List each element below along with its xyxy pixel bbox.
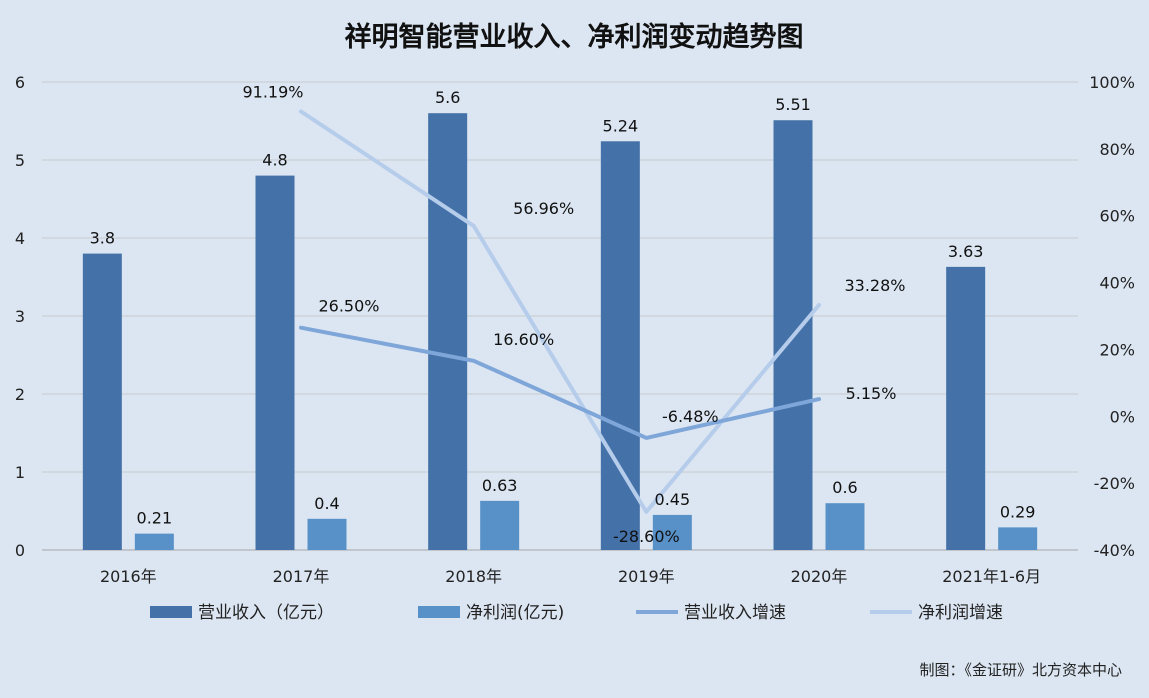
- left-tick-label: 1: [15, 463, 25, 482]
- bar-net-profit: [652, 514, 692, 550]
- bar-value-label: 0.6: [832, 478, 857, 497]
- right-tick-label: 80%: [1099, 140, 1135, 159]
- bar-value-label: 0.21: [137, 509, 173, 528]
- left-tick-label: 5: [15, 151, 25, 170]
- chart-title: 祥明智能营业收入、净利润变动趋势图: [345, 21, 804, 53]
- right-tick-label: 100%: [1089, 73, 1135, 92]
- legend-label: 营业收入增速: [684, 603, 786, 623]
- line-value-label: 91.19%: [242, 82, 303, 101]
- right-tick-label: -40%: [1094, 541, 1135, 560]
- right-tick-label: 0%: [1110, 407, 1135, 426]
- line-value-label: 5.15%: [846, 384, 897, 403]
- bar-value-label: 0.63: [482, 476, 518, 495]
- category-label: 2020年: [791, 567, 848, 586]
- bar-net-profit: [825, 503, 865, 550]
- bar-net-profit: [480, 500, 520, 550]
- right-tick-label: -20%: [1094, 474, 1135, 493]
- source-note: 制图：《金证研》北方资本中心: [919, 661, 1122, 679]
- right-tick-label: 20%: [1099, 340, 1135, 359]
- left-tick-label: 0: [15, 541, 25, 560]
- line-revenue-growth: [299, 325, 821, 440]
- bar-value-label: 0.45: [655, 490, 691, 509]
- category-label: 2017年: [273, 567, 330, 586]
- legend-label: 营业收入（亿元）: [198, 603, 334, 623]
- line-profit-growth: [299, 109, 821, 514]
- bar-value-label: 3.8: [90, 229, 115, 248]
- category-label: 2019年: [618, 567, 675, 586]
- line-value-label: 26.50%: [318, 297, 379, 316]
- legend-swatch-bar: [418, 606, 460, 618]
- left-tick-label: 6: [15, 73, 25, 92]
- bar-net-profit: [134, 533, 174, 550]
- category-label: 2021年1-6月: [942, 567, 1041, 586]
- bar-net-profit: [307, 518, 347, 550]
- left-tick-label: 3: [15, 307, 25, 326]
- legend-label: 净利润(亿元): [466, 603, 564, 623]
- bar-revenue: [255, 175, 295, 550]
- right-tick-label: 60%: [1099, 207, 1135, 226]
- line-value-label: -6.48%: [662, 407, 719, 426]
- bar-value-label: 3.63: [948, 242, 984, 261]
- left-tick-label: 4: [15, 229, 25, 248]
- bar-revenue: [946, 266, 986, 550]
- right-tick-label: 40%: [1099, 274, 1135, 293]
- left-tick-label: 2: [15, 385, 25, 404]
- bar-value-label: 0.4: [314, 494, 339, 513]
- bar-value-label: 4.8: [262, 151, 287, 170]
- bar-revenue: [82, 253, 122, 550]
- bar-value-label: 0.29: [1000, 502, 1036, 521]
- legend-label: 净利润增速: [918, 603, 1003, 623]
- line-value-label: 33.28%: [844, 276, 905, 295]
- category-label: 2018年: [445, 567, 502, 586]
- bar-value-label: 5.6: [435, 88, 460, 107]
- bar-revenue: [428, 113, 468, 550]
- bar-net-profit: [998, 527, 1038, 550]
- bar-value-label: 5.51: [775, 95, 811, 114]
- category-label: 2016年: [100, 567, 157, 586]
- line-value-label: 16.60%: [493, 330, 554, 349]
- line-value-label: -28.60%: [613, 527, 680, 546]
- bar-value-label: 5.24: [603, 116, 639, 135]
- line-value-label: 56.96%: [513, 199, 574, 218]
- legend-swatch-bar: [150, 606, 192, 618]
- bar-revenue: [600, 141, 640, 550]
